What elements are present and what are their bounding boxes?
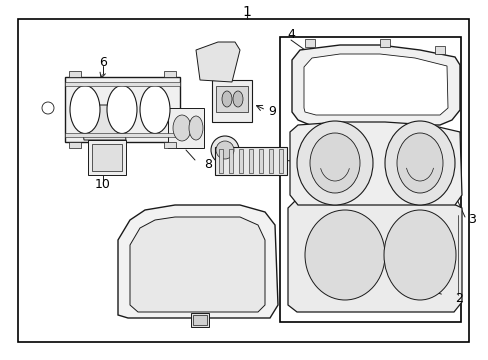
Bar <box>248 149 252 173</box>
Ellipse shape <box>232 91 243 107</box>
Ellipse shape <box>70 85 100 134</box>
Text: 6: 6 <box>99 55 107 68</box>
Text: 4: 4 <box>286 28 294 41</box>
Polygon shape <box>118 205 278 318</box>
Polygon shape <box>130 217 264 312</box>
Bar <box>239 149 243 173</box>
Ellipse shape <box>140 85 170 134</box>
Bar <box>216 86 247 112</box>
Ellipse shape <box>210 136 239 164</box>
Text: 3: 3 <box>467 213 475 226</box>
Bar <box>259 149 263 173</box>
Bar <box>219 149 223 173</box>
Polygon shape <box>304 54 447 115</box>
Ellipse shape <box>107 85 137 134</box>
Bar <box>163 71 176 77</box>
Ellipse shape <box>309 133 359 193</box>
Text: 5: 5 <box>269 148 278 162</box>
Bar <box>280 37 460 322</box>
Ellipse shape <box>173 115 191 141</box>
Ellipse shape <box>222 91 231 107</box>
Bar <box>193 315 206 325</box>
Text: 10: 10 <box>95 179 111 192</box>
Bar <box>228 149 232 173</box>
Bar <box>168 108 203 148</box>
Bar <box>65 133 180 137</box>
Bar <box>191 313 208 327</box>
Ellipse shape <box>216 141 234 159</box>
Bar <box>212 80 251 122</box>
Ellipse shape <box>42 102 54 114</box>
Text: 8: 8 <box>203 158 212 171</box>
Polygon shape <box>287 197 461 312</box>
Bar <box>18 19 468 342</box>
Bar <box>69 71 81 77</box>
Polygon shape <box>289 122 461 205</box>
Bar <box>305 39 314 47</box>
Ellipse shape <box>296 121 372 205</box>
Ellipse shape <box>305 210 384 300</box>
Bar <box>379 39 389 47</box>
Polygon shape <box>80 105 126 140</box>
Bar <box>268 149 272 173</box>
Bar <box>88 140 126 175</box>
Bar <box>69 142 81 148</box>
Text: 9: 9 <box>267 105 275 118</box>
Text: 1: 1 <box>242 5 251 19</box>
Ellipse shape <box>189 116 203 140</box>
Ellipse shape <box>383 210 455 300</box>
Ellipse shape <box>384 121 454 205</box>
Bar <box>92 144 122 171</box>
Bar <box>163 142 176 148</box>
Text: 7: 7 <box>247 163 256 176</box>
Polygon shape <box>291 45 459 125</box>
Text: 2: 2 <box>454 292 462 305</box>
Ellipse shape <box>396 133 442 193</box>
Bar <box>65 82 180 86</box>
Bar <box>434 46 444 54</box>
Bar <box>215 147 286 175</box>
Polygon shape <box>196 42 240 82</box>
Bar <box>279 149 283 173</box>
Bar <box>65 77 180 142</box>
